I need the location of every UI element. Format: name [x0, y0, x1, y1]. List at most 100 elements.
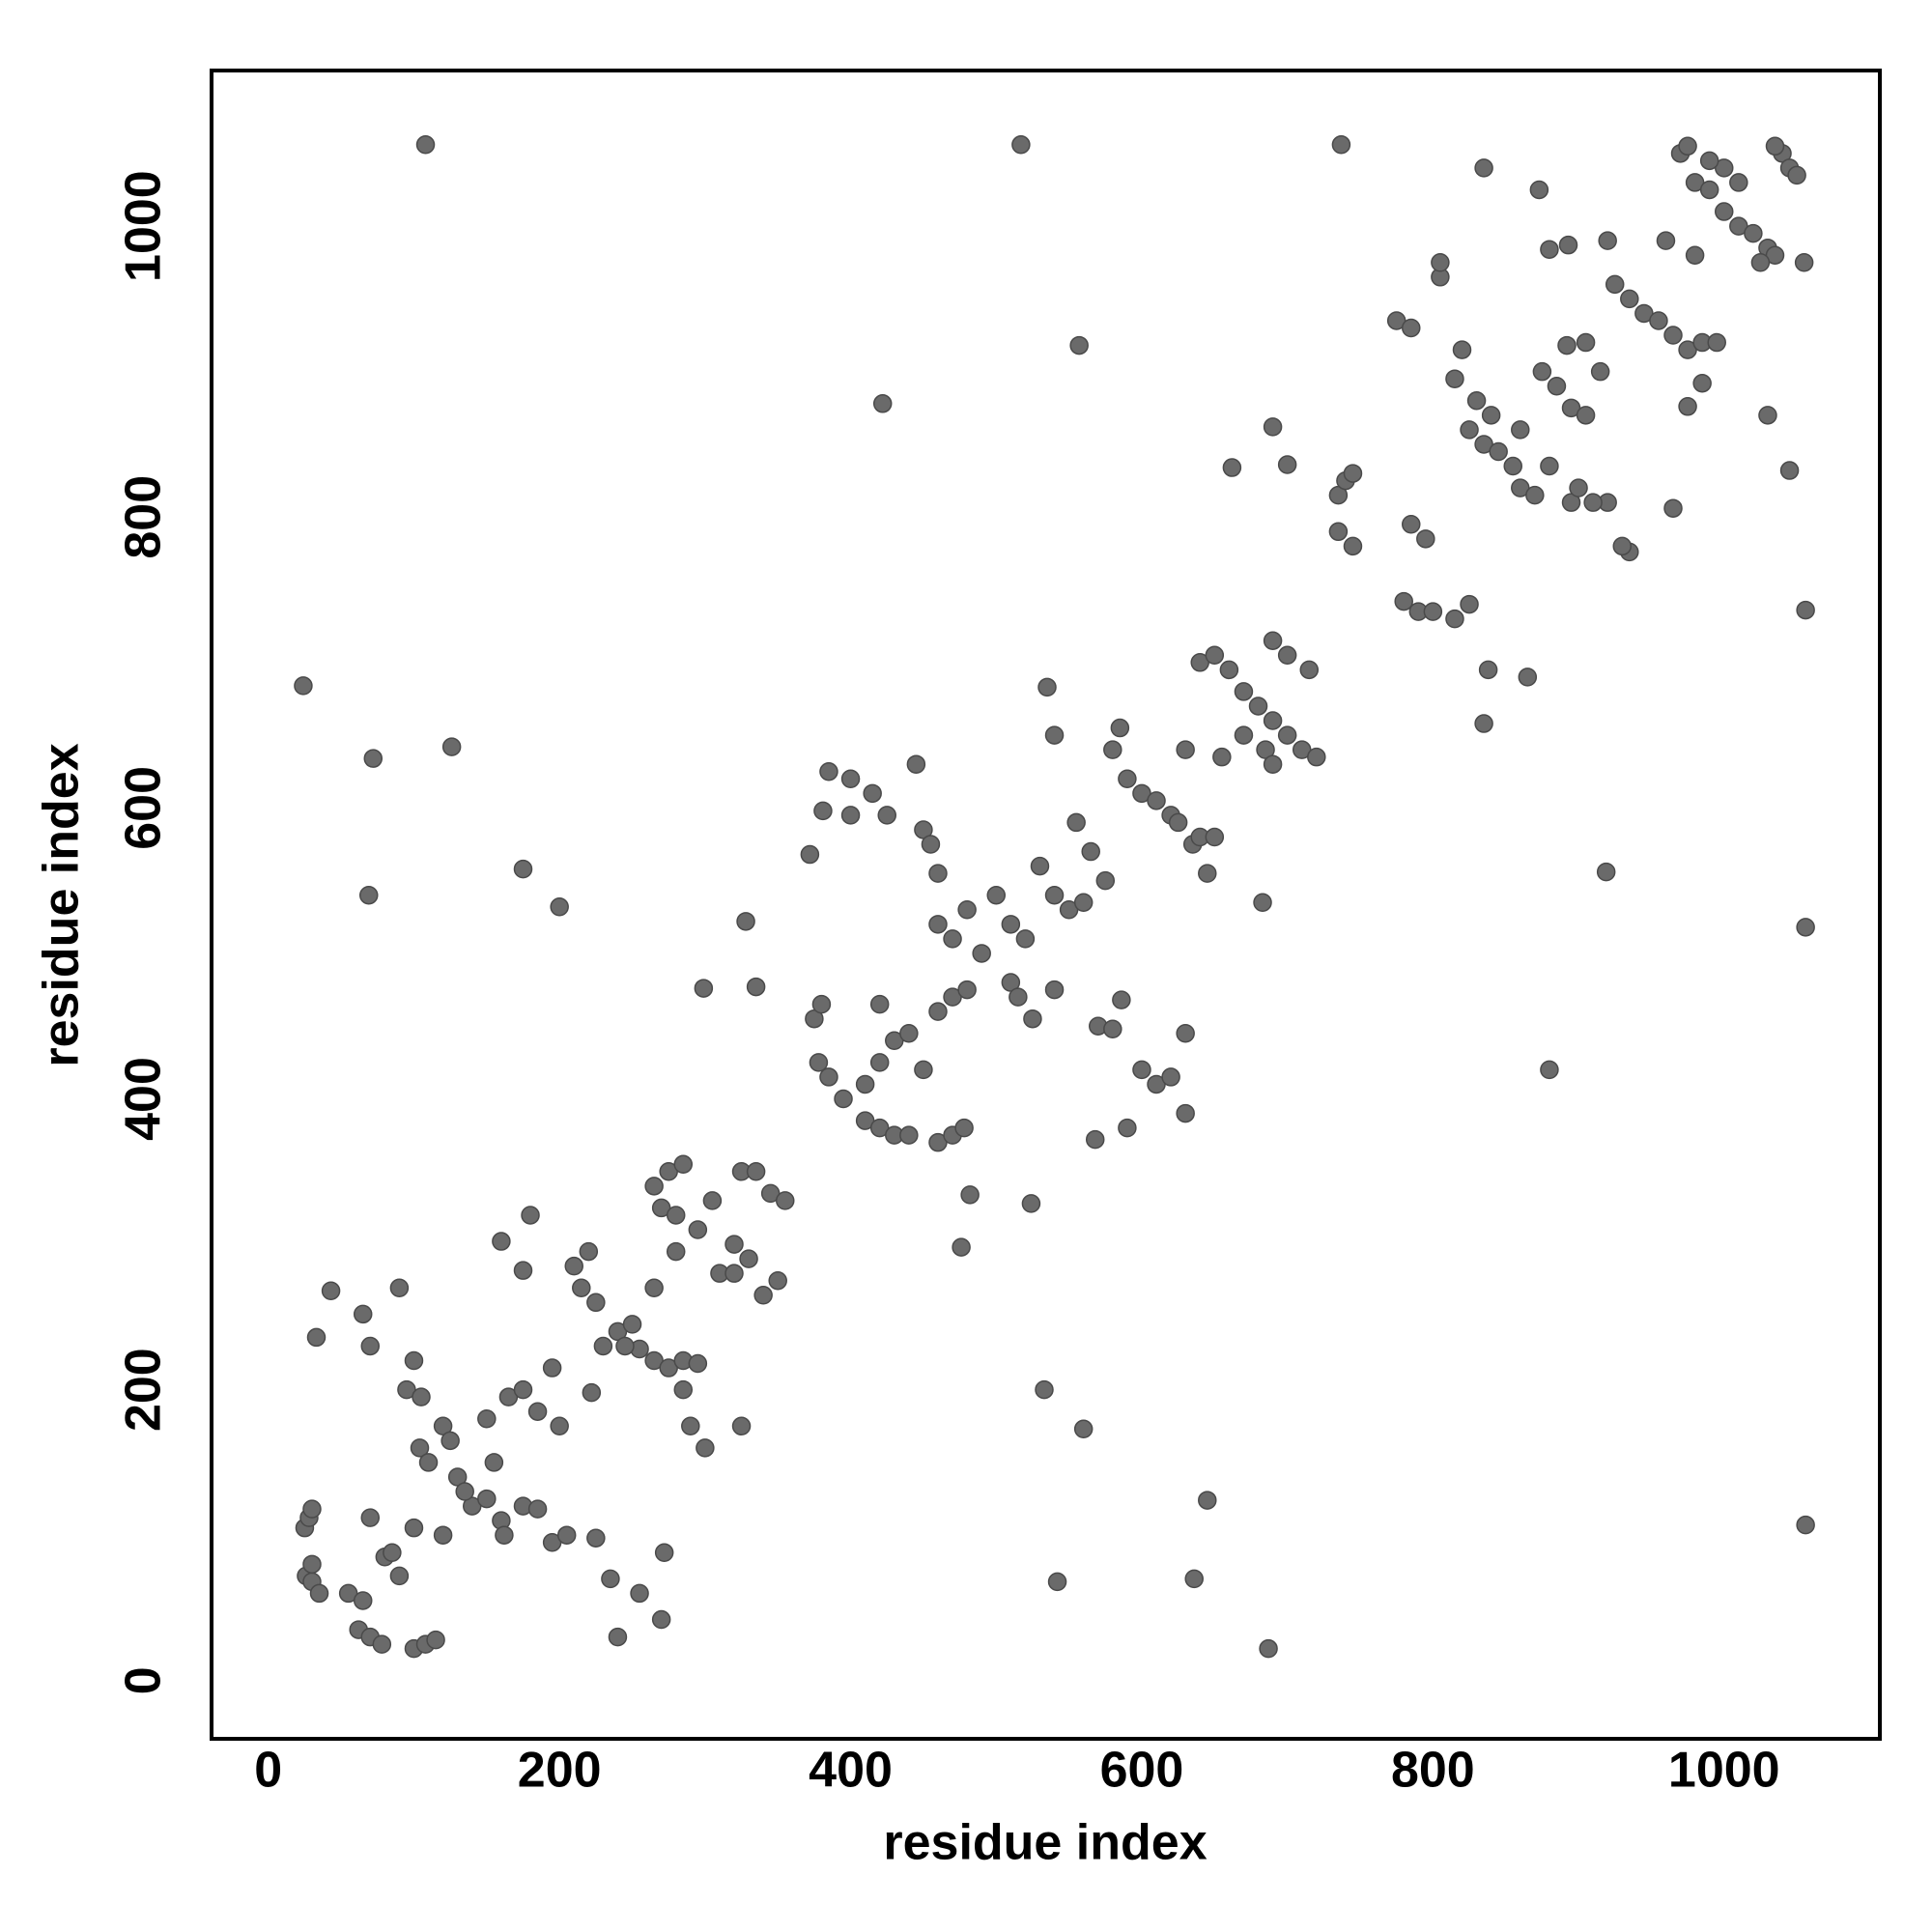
point	[1452, 340, 1472, 359]
point	[855, 1074, 875, 1094]
y-tick-label: 800	[116, 475, 172, 559]
point	[1253, 893, 1272, 912]
point	[1699, 151, 1719, 171]
point	[1263, 631, 1283, 650]
point	[768, 1270, 787, 1291]
point	[477, 1489, 497, 1509]
point	[840, 806, 861, 825]
point	[753, 1286, 773, 1305]
point	[688, 1353, 708, 1374]
point	[1503, 456, 1522, 476]
point	[644, 1177, 664, 1196]
point	[928, 1002, 948, 1021]
point	[426, 1630, 445, 1650]
point	[724, 1264, 744, 1283]
point	[1198, 864, 1217, 883]
point	[1263, 711, 1283, 730]
point	[564, 1256, 583, 1276]
point	[579, 1241, 599, 1262]
point	[869, 994, 890, 1014]
point	[353, 1591, 373, 1610]
point	[1263, 754, 1283, 774]
point	[1198, 1491, 1217, 1510]
point	[957, 900, 977, 920]
point	[943, 929, 962, 949]
point	[1263, 417, 1283, 437]
point	[1259, 1638, 1278, 1659]
point	[1649, 311, 1668, 330]
point	[921, 835, 941, 854]
point	[840, 769, 861, 789]
point	[1481, 406, 1501, 425]
point	[899, 1024, 919, 1043]
point	[813, 801, 833, 821]
point	[410, 1438, 430, 1458]
point	[1569, 478, 1588, 497]
point	[673, 1154, 694, 1175]
point	[306, 1327, 327, 1348]
point	[1176, 740, 1195, 759]
point	[1557, 335, 1577, 355]
point	[736, 912, 755, 931]
x-tick-label: 1000	[1668, 1743, 1780, 1799]
point	[455, 1482, 474, 1501]
point	[1095, 870, 1116, 891]
point	[1044, 885, 1065, 905]
y-tick-label: 0	[116, 1666, 172, 1694]
point	[1069, 335, 1089, 355]
point	[834, 1089, 853, 1109]
point	[654, 1543, 674, 1563]
point	[492, 1232, 511, 1251]
point	[582, 1382, 602, 1403]
point	[527, 1402, 548, 1421]
point	[1212, 747, 1232, 767]
point	[1663, 498, 1683, 518]
y-tick-label: 1000	[116, 170, 172, 282]
point	[1511, 420, 1530, 440]
point	[1489, 441, 1508, 462]
point	[1576, 332, 1596, 353]
point	[521, 1206, 540, 1225]
point	[608, 1627, 628, 1647]
point	[1423, 602, 1443, 621]
point	[694, 979, 714, 998]
point	[681, 1416, 700, 1436]
point	[622, 1315, 642, 1334]
point	[776, 1191, 795, 1210]
point	[1620, 289, 1639, 309]
point	[513, 859, 533, 879]
point	[1011, 135, 1031, 155]
point	[899, 1125, 919, 1145]
point	[415, 135, 436, 155]
point	[550, 1416, 569, 1436]
point	[928, 864, 948, 883]
y-tick-label: 200	[116, 1348, 172, 1432]
point	[1474, 158, 1493, 178]
point	[527, 1499, 548, 1519]
point	[383, 1543, 402, 1563]
point	[1445, 369, 1464, 388]
point	[1047, 1572, 1067, 1592]
point	[1460, 594, 1479, 614]
point	[1744, 223, 1763, 243]
point	[928, 915, 948, 934]
point	[389, 1566, 410, 1586]
point	[1299, 660, 1320, 680]
point	[673, 1379, 694, 1400]
point	[1525, 485, 1545, 505]
point	[586, 1528, 606, 1548]
point	[404, 1518, 424, 1538]
x-tick-label: 400	[809, 1743, 893, 1799]
point	[1529, 180, 1549, 200]
point	[809, 1053, 829, 1072]
x-tick-label: 800	[1391, 1743, 1475, 1799]
point	[1750, 252, 1771, 272]
point	[294, 676, 313, 696]
point	[1699, 180, 1719, 200]
point	[615, 1336, 635, 1356]
point	[1796, 1515, 1815, 1535]
point	[1343, 536, 1363, 556]
point	[1307, 747, 1326, 767]
point	[739, 1249, 758, 1268]
point	[309, 1583, 329, 1604]
